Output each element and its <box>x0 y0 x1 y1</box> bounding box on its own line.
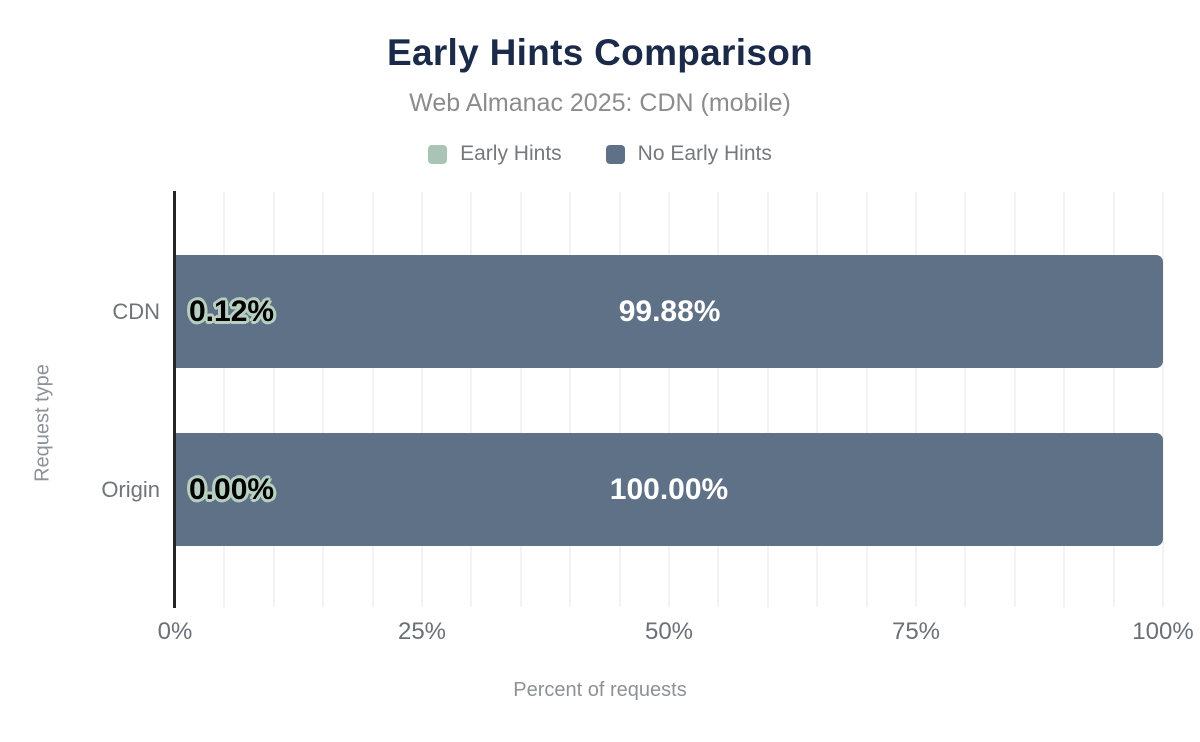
y-category-label-cdn: CDN <box>112 298 160 324</box>
legend-item-no-early-hints: No Early Hints <box>605 142 772 166</box>
gridline <box>1112 192 1115 607</box>
gridline <box>421 192 423 607</box>
legend-swatch-early-hints <box>428 144 448 164</box>
x-axis-title: Percent of requests <box>513 679 687 701</box>
gridline <box>1063 192 1066 607</box>
gridline <box>371 192 374 607</box>
gridline <box>915 192 917 607</box>
gridline <box>717 192 720 607</box>
legend-swatch-no-early-hints <box>605 144 625 164</box>
gridline <box>618 192 621 607</box>
x-tick-100pct: 100% <box>1132 618 1194 645</box>
gridline <box>816 192 819 607</box>
gridline <box>766 192 769 607</box>
x-tick-75pct: 75% <box>891 618 941 645</box>
legend-item-early-hints: Early Hints <box>428 142 562 166</box>
gridline <box>322 192 325 607</box>
gridline <box>519 192 522 607</box>
legend-label-no-early-hints: No Early Hints <box>637 142 772 165</box>
legend-label-early-hints: Early Hints <box>460 142 562 165</box>
bar-no-early-hints-origin <box>175 433 1163 546</box>
gridline <box>272 192 275 607</box>
gridline <box>470 192 473 607</box>
gridline <box>223 192 226 607</box>
gridline <box>668 192 670 607</box>
bar-no-early-hints-cdn <box>176 255 1163 368</box>
x-tick-25pct: 25% <box>397 618 447 645</box>
gridline <box>569 192 572 607</box>
chart-subtitle: Web Almanac 2025: CDN (mobile) <box>409 89 791 117</box>
y-category-label-origin: Origin <box>101 476 160 502</box>
y-axis-line <box>173 191 176 608</box>
x-tick-0pct: 0% <box>157 618 193 645</box>
chart-title: Early Hints Comparison <box>386 32 814 73</box>
gridline <box>865 192 868 607</box>
gridline <box>1162 192 1164 607</box>
plot-area: 0.12% 99.88% 0.00% 100.00% <box>175 192 1164 607</box>
gridline <box>964 192 967 607</box>
legend: Early Hints No Early Hints <box>0 142 1200 166</box>
gridline <box>1013 192 1016 607</box>
x-tick-50pct: 50% <box>644 618 694 645</box>
